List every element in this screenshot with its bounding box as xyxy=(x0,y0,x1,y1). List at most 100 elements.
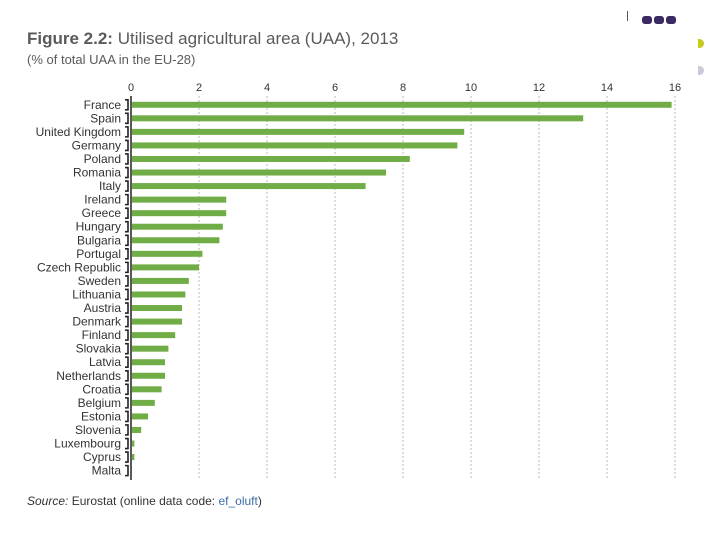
figure-label: Figure 2.2: xyxy=(27,29,113,48)
category-label: Portugal xyxy=(76,247,121,261)
category-label: Bulgaria xyxy=(77,233,121,247)
x-tick-label: 6 xyxy=(332,82,338,94)
bar xyxy=(132,169,386,176)
bar xyxy=(132,359,165,366)
x-tick-label: 16 xyxy=(669,82,681,94)
category-label: Denmark xyxy=(72,315,122,329)
bar xyxy=(132,250,203,257)
side-marker-yellow xyxy=(698,39,704,48)
bar xyxy=(132,223,223,230)
category-label: Hungary xyxy=(76,220,121,234)
source-text: Eurostat (online data code: xyxy=(71,494,219,508)
y-tick-mark xyxy=(125,464,129,477)
x-tick-label: 10 xyxy=(465,82,477,94)
y-tick-mark xyxy=(125,220,129,233)
category-label: United Kingdom xyxy=(36,125,121,139)
category-label: Luxembourg xyxy=(54,437,121,451)
category-label: Malta xyxy=(92,464,122,478)
side-marker-grey xyxy=(698,66,704,75)
y-tick-mark xyxy=(125,234,129,247)
category-label: Austria xyxy=(84,301,122,315)
category-label: Slovenia xyxy=(75,423,121,437)
y-tick-mark xyxy=(125,180,129,192)
bar xyxy=(132,332,176,339)
y-tick-mark xyxy=(125,369,129,382)
bar xyxy=(132,142,458,149)
bar xyxy=(132,454,135,461)
bar xyxy=(132,277,189,284)
bar xyxy=(132,101,672,108)
bar xyxy=(132,305,182,312)
y-tick-mark xyxy=(125,302,129,314)
y-tick-mark xyxy=(125,437,129,450)
bar xyxy=(132,183,366,190)
category-label: Latvia xyxy=(89,355,121,369)
y-tick-mark xyxy=(125,126,129,138)
bar xyxy=(132,399,155,406)
category-label: Belgium xyxy=(78,396,121,410)
x-tick-label: 14 xyxy=(601,82,613,94)
y-tick-mark xyxy=(125,98,129,111)
navigation-dots xyxy=(642,11,678,29)
nav-dot-icon xyxy=(654,16,664,24)
x-tick-label: 12 xyxy=(533,82,545,94)
bar xyxy=(132,426,142,433)
y-tick-mark xyxy=(125,356,129,369)
category-label: Netherlands xyxy=(56,369,121,383)
bar xyxy=(132,264,199,271)
category-label: Poland xyxy=(84,152,121,166)
chart-subtitle: (% of total UAA in the EU-28) xyxy=(27,52,196,67)
bar xyxy=(132,115,584,122)
category-label: Lithuania xyxy=(72,287,121,301)
bar xyxy=(132,318,182,325)
nav-dot-icon xyxy=(666,16,676,24)
bar xyxy=(132,291,186,298)
bar xyxy=(132,155,410,162)
figure-title: Utilised agricultural area (UAA), 2013 xyxy=(117,29,399,48)
category-label: Greece xyxy=(82,206,122,220)
y-tick-mark xyxy=(125,342,129,355)
category-label: Romania xyxy=(73,166,121,180)
y-tick-mark xyxy=(125,193,129,206)
x-tick-label: 4 xyxy=(264,82,270,94)
y-tick-mark xyxy=(125,261,129,274)
bar xyxy=(132,196,227,203)
bar xyxy=(132,128,465,135)
bar xyxy=(132,386,162,393)
source-label: Source: xyxy=(27,494,69,508)
source-code: ef_oluft xyxy=(218,494,258,508)
y-tick-mark xyxy=(125,410,129,423)
bar xyxy=(132,440,135,447)
y-tick-mark xyxy=(125,329,129,341)
y-tick-mark xyxy=(125,139,129,152)
category-label: Czech Republic xyxy=(37,260,121,274)
y-tick-mark xyxy=(125,288,129,301)
y-tick-mark xyxy=(125,112,129,125)
category-label: Estonia xyxy=(81,409,121,423)
y-tick-mark xyxy=(125,424,129,436)
x-tick-label: 8 xyxy=(400,82,406,94)
y-tick-mark xyxy=(125,397,129,409)
y-tick-mark xyxy=(125,383,129,396)
chart-title: Figure 2.2: Utilised agricultural area (… xyxy=(27,29,398,49)
category-label: France xyxy=(84,98,122,112)
category-label: Sweden xyxy=(78,274,121,288)
category-label: Finland xyxy=(82,328,121,342)
y-tick-mark xyxy=(125,166,129,179)
category-label: Cyprus xyxy=(83,450,121,464)
bar xyxy=(132,345,169,352)
category-label: Spain xyxy=(90,111,121,125)
category-label: Italy xyxy=(99,179,121,193)
category-label: Croatia xyxy=(82,382,121,396)
category-label: Ireland xyxy=(84,193,121,207)
y-tick-mark xyxy=(125,275,129,287)
category-label: Slovakia xyxy=(76,342,122,356)
y-tick-mark xyxy=(125,207,129,219)
category-label: Germany xyxy=(72,138,121,152)
bar xyxy=(132,372,165,379)
y-tick-mark xyxy=(125,451,129,463)
y-tick-mark xyxy=(125,248,129,260)
x-tick-label: 0 xyxy=(128,82,134,94)
bar xyxy=(132,237,220,244)
y-tick-mark xyxy=(125,315,129,328)
